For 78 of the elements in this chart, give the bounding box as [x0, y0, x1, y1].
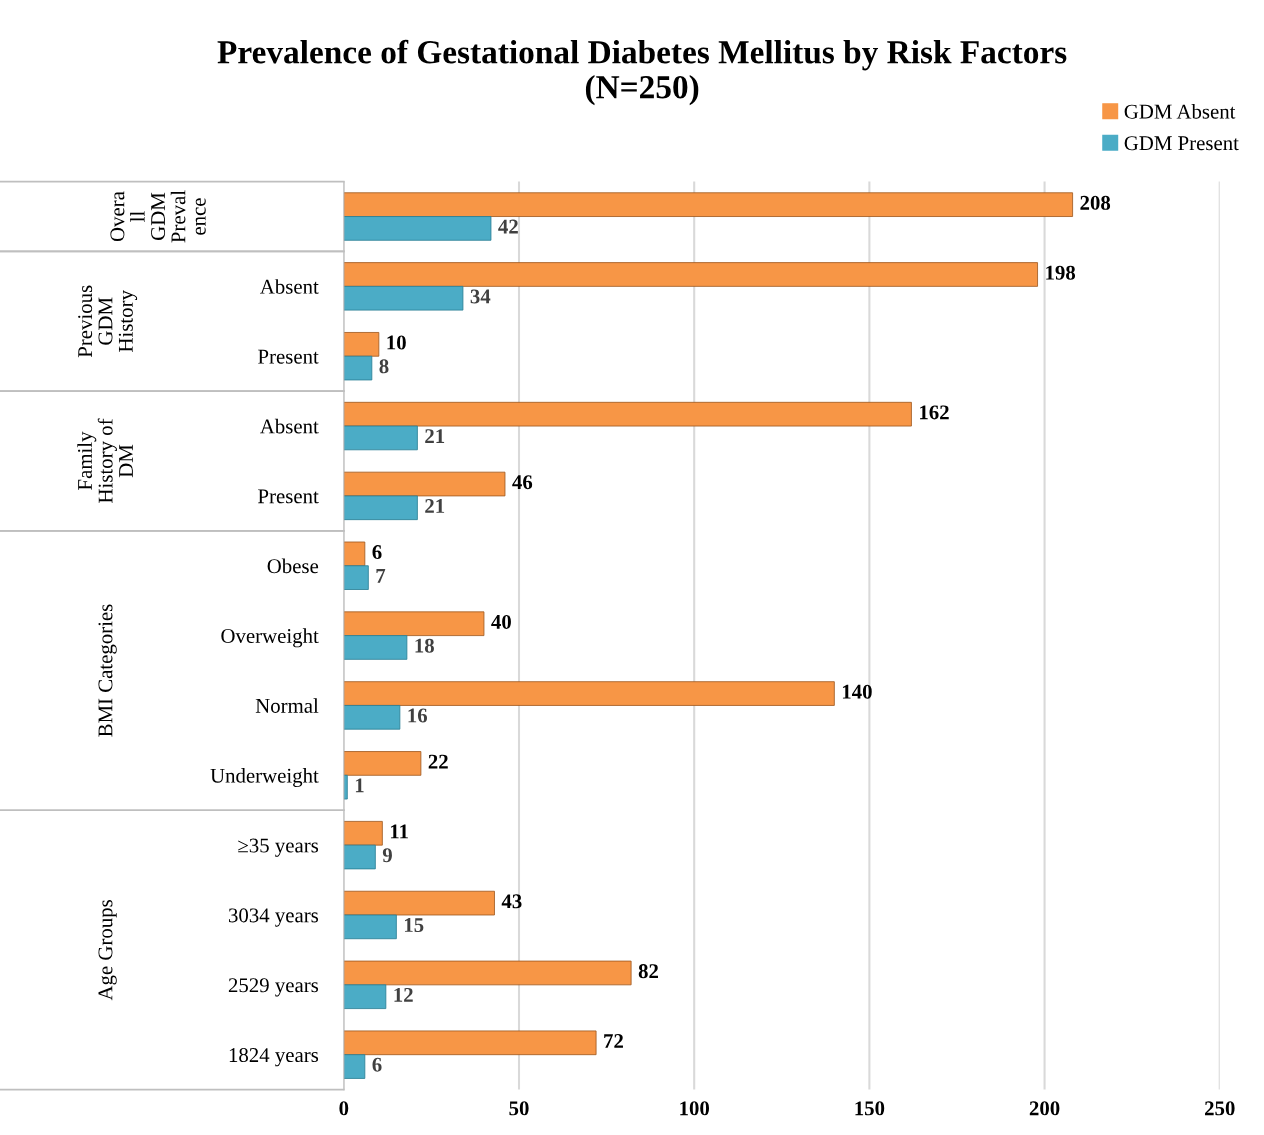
text: Previous GDM History — [78, 285, 138, 358]
data-label: 22 — [428, 754, 448, 769]
y-tick-label: 2529 years — [228, 978, 319, 997]
bar — [343, 984, 387, 1009]
y-tick-label: Absent — [259, 418, 319, 434]
text: Age Groups — [98, 900, 117, 1001]
legend-label: GDM Present — [1124, 136, 1239, 151]
x-tick-label: 100 — [680, 1101, 710, 1116]
data-label: 10 — [387, 335, 406, 350]
text: BMI Categories — [98, 604, 117, 737]
data-label: 42 — [498, 219, 518, 234]
data-label: 72 — [604, 1034, 623, 1048]
bar — [343, 332, 380, 357]
text: Overa ll GDM Preval ence — [110, 190, 206, 243]
bar — [343, 960, 632, 986]
y-tick-label: Obese — [267, 558, 319, 574]
data-label: 21 — [425, 499, 445, 513]
y-tick-label: 1824 years — [229, 1048, 319, 1067]
data-label: 34 — [470, 289, 491, 304]
data-label: 16 — [408, 708, 428, 723]
y-tick-label: ≥35 years — [238, 838, 319, 857]
chart-title: Prevalence of Gestational Diabetes Mellitus by Risk Factors (N=250) — [217, 39, 1067, 106]
bar — [343, 774, 348, 800]
x-tick-label: 200 — [1029, 1101, 1060, 1116]
y-tick-label: Normal — [255, 698, 319, 713]
bar — [343, 262, 1038, 287]
y-tick-label: Absent — [259, 279, 319, 294]
data-label: 162 — [920, 405, 949, 420]
bar — [343, 914, 397, 940]
data-label: 6 — [372, 545, 382, 560]
legend-label: GDM Absent — [1124, 104, 1236, 119]
bar — [343, 1054, 366, 1079]
data-label: 18 — [415, 638, 434, 653]
bar — [343, 681, 835, 706]
data-label: 208 — [1080, 195, 1111, 210]
bar — [343, 541, 366, 567]
y-tick-label: 3034 years — [228, 908, 319, 927]
data-label: 21 — [425, 429, 445, 443]
x-tick-label: 50 — [509, 1101, 529, 1116]
data-label: 11 — [390, 824, 408, 839]
y-tick-label: Present — [258, 349, 319, 364]
bar — [343, 890, 495, 916]
y-tick-label: Underweight — [210, 768, 319, 788]
x-tick-label: 150 — [855, 1101, 885, 1116]
data-label: 140 — [842, 684, 872, 699]
data-label: 46 — [512, 475, 533, 490]
text: Family History of DM — [77, 418, 133, 503]
bar — [343, 285, 464, 311]
data-label: 1 — [355, 778, 364, 793]
data-label: 198 — [1046, 265, 1076, 280]
x-tick-label: 0 — [339, 1101, 349, 1116]
data-label: 43 — [501, 894, 522, 909]
data-label: 7 — [376, 568, 386, 583]
bar — [343, 635, 408, 660]
bar — [343, 192, 1074, 217]
bar — [343, 844, 376, 870]
bar — [343, 355, 373, 381]
x-tick-label: 250 — [1205, 1101, 1235, 1116]
data-label: 40 — [491, 614, 511, 629]
y-tick-label: Present — [258, 489, 319, 504]
y-tick-label: Overweight — [221, 628, 319, 648]
data-label: 82 — [638, 964, 658, 979]
data-label: 15 — [404, 918, 424, 933]
bar — [343, 751, 422, 776]
data-label: 9 — [382, 848, 392, 863]
bar — [343, 565, 369, 590]
data-label: 8 — [379, 359, 389, 374]
bar — [343, 705, 401, 730]
bar — [343, 401, 912, 427]
bar — [343, 425, 418, 451]
bar — [343, 495, 418, 521]
bar — [343, 1030, 597, 1056]
bar — [343, 216, 492, 241]
bar — [343, 611, 485, 637]
bar — [343, 820, 383, 846]
data-label: 12 — [394, 987, 413, 1002]
data-label: 6 — [372, 1057, 382, 1072]
bar — [343, 471, 506, 497]
